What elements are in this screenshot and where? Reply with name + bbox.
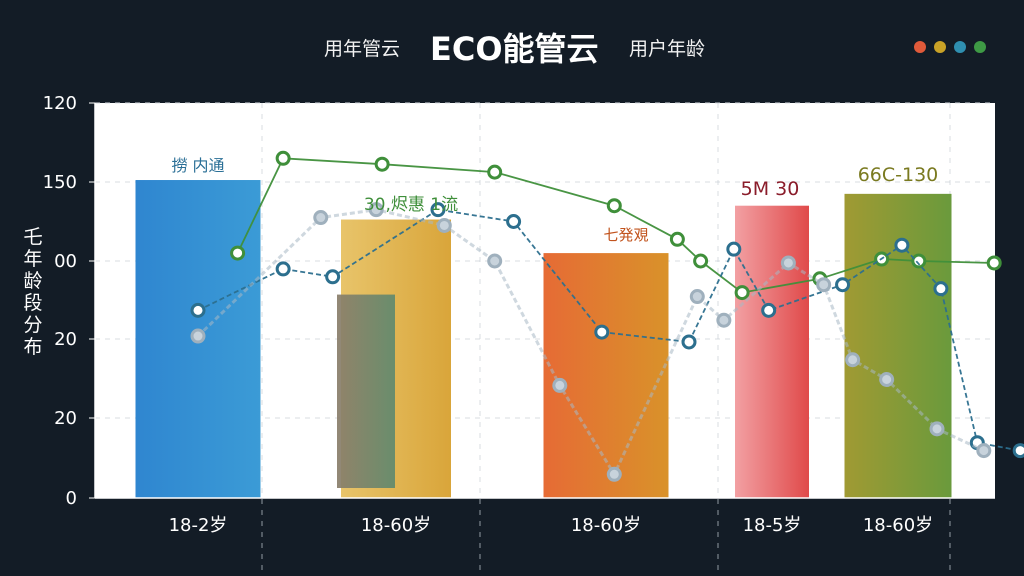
data-annotation: 撈 内通 [171,156,224,175]
series-marker-blue [190,302,206,318]
bar-front [337,294,395,488]
blue-dot[interactable] [954,41,966,53]
data-annotation: 66C-130 [858,164,939,186]
series-marker-blue [275,261,291,277]
series-marker-blue [594,324,610,340]
series-marker-green [693,253,709,269]
data-annotation: 5M 30 [741,178,800,200]
series-marker-gray [487,253,503,269]
x-tick-label: 18-2岁 [169,515,228,536]
series-marker-gray [190,328,206,344]
series-marker-gray [313,210,329,226]
series-marker-blue [325,269,341,285]
x-tick-label: 18-5岁 [743,515,802,536]
series-marker-gray [929,421,945,437]
series-marker-gray [436,217,452,233]
series-marker-gray [689,289,705,305]
x-tick-label: 18-60岁 [361,515,431,536]
series-marker-blue [761,302,777,318]
series-marker-green [986,255,1002,271]
window-dots [914,41,986,53]
header-right-text: 用户年龄 [629,38,706,60]
header-left-text: 用年管云 [324,38,401,60]
green-dot[interactable] [974,41,986,53]
red-dot[interactable] [914,41,926,53]
series-marker-blue [506,214,522,229]
series-marker-blue [894,237,910,253]
yellow-dot[interactable] [934,41,946,53]
y-axis-label: 乇年龄段分布 [23,226,43,358]
series-marker-gray [780,255,796,271]
series-line-gray [196,208,985,478]
series-marker-blue [835,277,851,293]
data-annotation: 30,烬惠 1流 [364,195,458,215]
x-tick-label: 18-60岁 [571,515,641,536]
series-marker-blue [681,334,697,350]
chart-header: 用年管云 ECO能管云 用户年龄 [0,0,1024,90]
bar [735,205,809,498]
y-tick-label: 150 [43,172,77,193]
series-marker-gray [976,443,992,459]
series-marker-green [230,245,246,261]
series-marker-gray [606,466,622,482]
series-marker-green [734,285,750,301]
series-marker-gray [845,352,861,368]
series-marker-gray [552,377,568,393]
series-marker-green [911,253,927,269]
bar [543,253,669,498]
data-annotation: 七発覌 [603,226,648,244]
y-tick-label: 20 [54,408,77,429]
series-line-blue [197,208,1021,452]
y-tick-label: 120 [43,93,77,114]
y-tick-label: 20 [54,329,77,350]
series-marker-green [487,164,503,180]
y-tick-label: 00 [54,251,77,272]
x-tick-label: 18-60岁 [863,515,933,536]
series-marker-gray [816,277,832,293]
series-marker-green [606,198,622,214]
series-marker-green [669,231,685,247]
series-marker-blue [1012,443,1024,459]
series-marker-gray [368,202,384,218]
series-marker-blue [726,241,742,257]
series-marker-blue [430,202,446,218]
series-marker-gray [879,372,895,387]
y-tick-label: 0 [66,488,77,509]
chart-title: ECO能管云 [430,30,599,68]
series-marker-blue [933,281,949,297]
series-marker-gray [716,312,732,328]
series-marker-green [374,156,390,172]
series-marker-green [275,150,291,166]
